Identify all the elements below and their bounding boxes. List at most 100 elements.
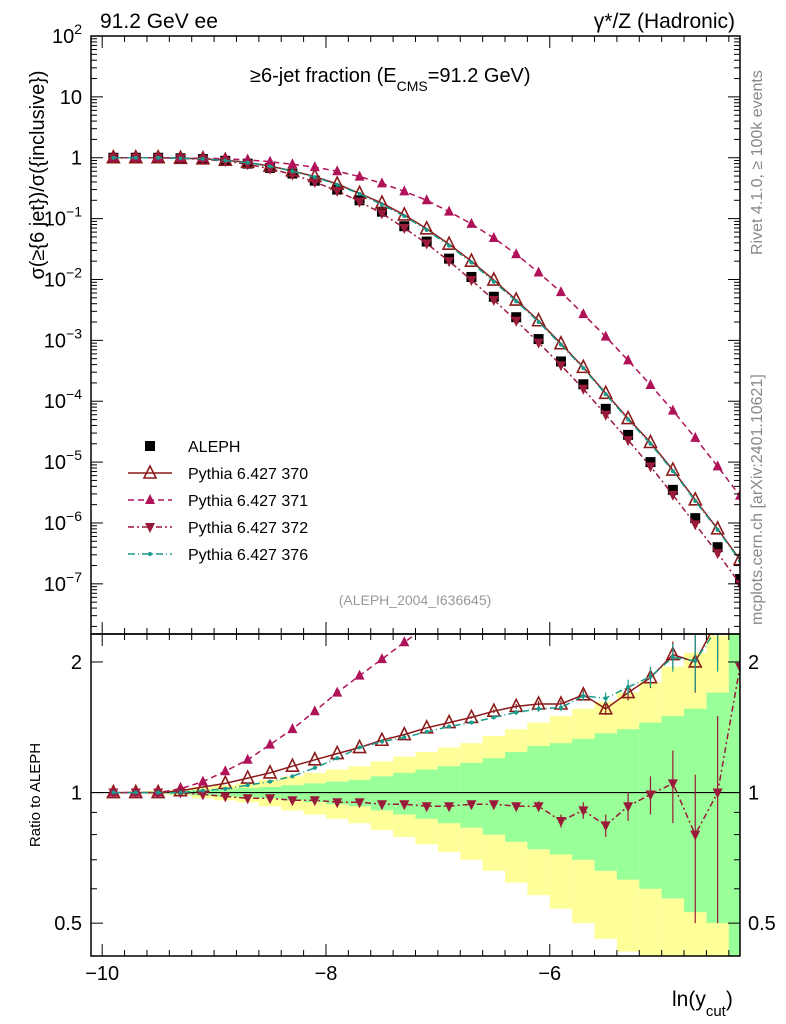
- main-point-0: [623, 429, 634, 440]
- band-green-bin: [572, 738, 595, 860]
- main-point-1: [598, 384, 614, 400]
- legend-marker-0: [145, 441, 155, 451]
- main-point-4: [402, 214, 407, 219]
- main-point-4: [268, 164, 273, 169]
- main-point-3: [533, 338, 544, 349]
- ratio-point-3: [716, 626, 720, 630]
- ratio-point-1: [511, 551, 521, 561]
- ratio-point-3: [178, 790, 183, 795]
- ratio-point-3: [268, 779, 273, 784]
- ratio-point-2: [265, 794, 276, 805]
- ratio-point-3: [379, 739, 384, 744]
- ratio-ytick-label-right: 1: [748, 783, 759, 805]
- ratio-point-3: [469, 720, 474, 725]
- ratio-point-2: [444, 802, 455, 813]
- ratio-point-1: [422, 620, 432, 630]
- ratio-xtick-label: −10: [85, 963, 119, 985]
- main-frame: [90, 35, 741, 635]
- legend-label-0: ALEPH: [188, 439, 240, 456]
- ratio-point-2: [555, 816, 566, 827]
- main-point-0: [667, 484, 678, 495]
- main-point-2: [376, 177, 387, 188]
- main-point-4: [693, 498, 698, 503]
- main-point-4: [245, 160, 250, 165]
- main-point-4: [670, 469, 675, 474]
- ratio-point-3: [603, 696, 608, 701]
- main-series-group: [106, 148, 740, 590]
- band-green-bin: [437, 766, 461, 824]
- main-point-2: [466, 217, 477, 228]
- main-point-1: [710, 520, 725, 535]
- ratio-point-2: [645, 790, 656, 801]
- axes-group: 10−7 10−6 10−5 10−4 10−3 10−2 10−1 1 10 102 −10 −8 −…: [44, 21, 776, 985]
- ratio-ytick-label-right: 0.5: [748, 913, 776, 935]
- main-point-2: [533, 266, 544, 277]
- main-point-3: [690, 520, 701, 531]
- main-ytick-label: 10−7: [44, 569, 82, 596]
- ratio-point-2: [332, 798, 343, 809]
- ratio-series-line-0: [113, 634, 711, 794]
- ratio-point-3: [447, 724, 452, 729]
- main-point-4: [312, 175, 317, 180]
- main-point-2: [712, 460, 723, 471]
- plot-title: ≥6-jet fraction (ECMS=91.2 GeV): [250, 65, 531, 94]
- main-ytick-label: 10−5: [44, 447, 82, 474]
- ratio-point-1: [578, 507, 588, 517]
- main-point-2: [332, 165, 343, 176]
- main-point-2: [399, 185, 410, 196]
- main-point-1: [665, 461, 681, 476]
- main-ytick-label: 10−3: [44, 325, 82, 352]
- ratio-point-3: [312, 765, 317, 770]
- x-axis-label: ln(ycut): [672, 988, 733, 1020]
- legend-marker-3: [145, 523, 155, 533]
- main-point-2: [600, 330, 611, 341]
- main-point-3: [376, 209, 387, 220]
- ratio-point-1: [332, 686, 343, 697]
- ratio-point-0: [374, 731, 390, 747]
- main-point-3: [354, 197, 365, 208]
- plot-title-sub: CMS: [397, 78, 428, 94]
- legend-marker-2: [145, 494, 155, 504]
- ratio-point-3: [581, 693, 586, 698]
- main-point-4: [178, 156, 183, 161]
- main-point-4: [357, 191, 362, 196]
- main-point-2: [623, 354, 634, 365]
- main-point-4: [290, 169, 295, 174]
- main-point-0: [712, 542, 723, 553]
- ratio-ytick-label-left: 0.5: [54, 913, 82, 935]
- main-point-0: [600, 403, 611, 414]
- main-point-4: [603, 392, 608, 397]
- ratio-point-3: [156, 790, 161, 795]
- main-point-2: [421, 194, 432, 205]
- main-point-4: [447, 243, 452, 248]
- ratio-point-1: [556, 521, 566, 531]
- ratio-point-2: [399, 800, 410, 811]
- main-point-0: [578, 379, 589, 390]
- main-ytick-label: 10−2: [44, 264, 82, 291]
- main-point-3: [623, 436, 634, 447]
- ratio-point-1: [287, 723, 298, 734]
- ratio-point-3: [133, 790, 138, 795]
- ratio-ytick-label-right: 2: [748, 652, 759, 674]
- ratio-point-3: [200, 788, 205, 793]
- main-point-1: [687, 491, 703, 506]
- main-ytick-label: 10−4: [44, 386, 82, 413]
- main-point-4: [111, 155, 116, 160]
- main-point-3: [332, 186, 343, 197]
- ratio-point-2: [220, 792, 231, 803]
- main-point-3: [488, 296, 499, 307]
- ratio-point-0: [620, 683, 636, 699]
- band-green-bin: [415, 769, 438, 819]
- band-green-bin: [728, 634, 740, 956]
- ratio-point-1: [489, 567, 499, 577]
- main-point-2: [555, 286, 566, 297]
- ratio-point-0: [240, 769, 255, 784]
- analysis-id: (ALEPH_2004_I636645): [339, 592, 492, 608]
- ratio-point-2: [488, 800, 499, 811]
- ratio-point-2: [735, 662, 740, 673]
- main-point-4: [581, 366, 586, 371]
- legend-label-2: Pythia 6.427 371: [188, 493, 308, 510]
- ratio-point-2: [623, 802, 634, 813]
- ratio-point-0: [598, 699, 614, 715]
